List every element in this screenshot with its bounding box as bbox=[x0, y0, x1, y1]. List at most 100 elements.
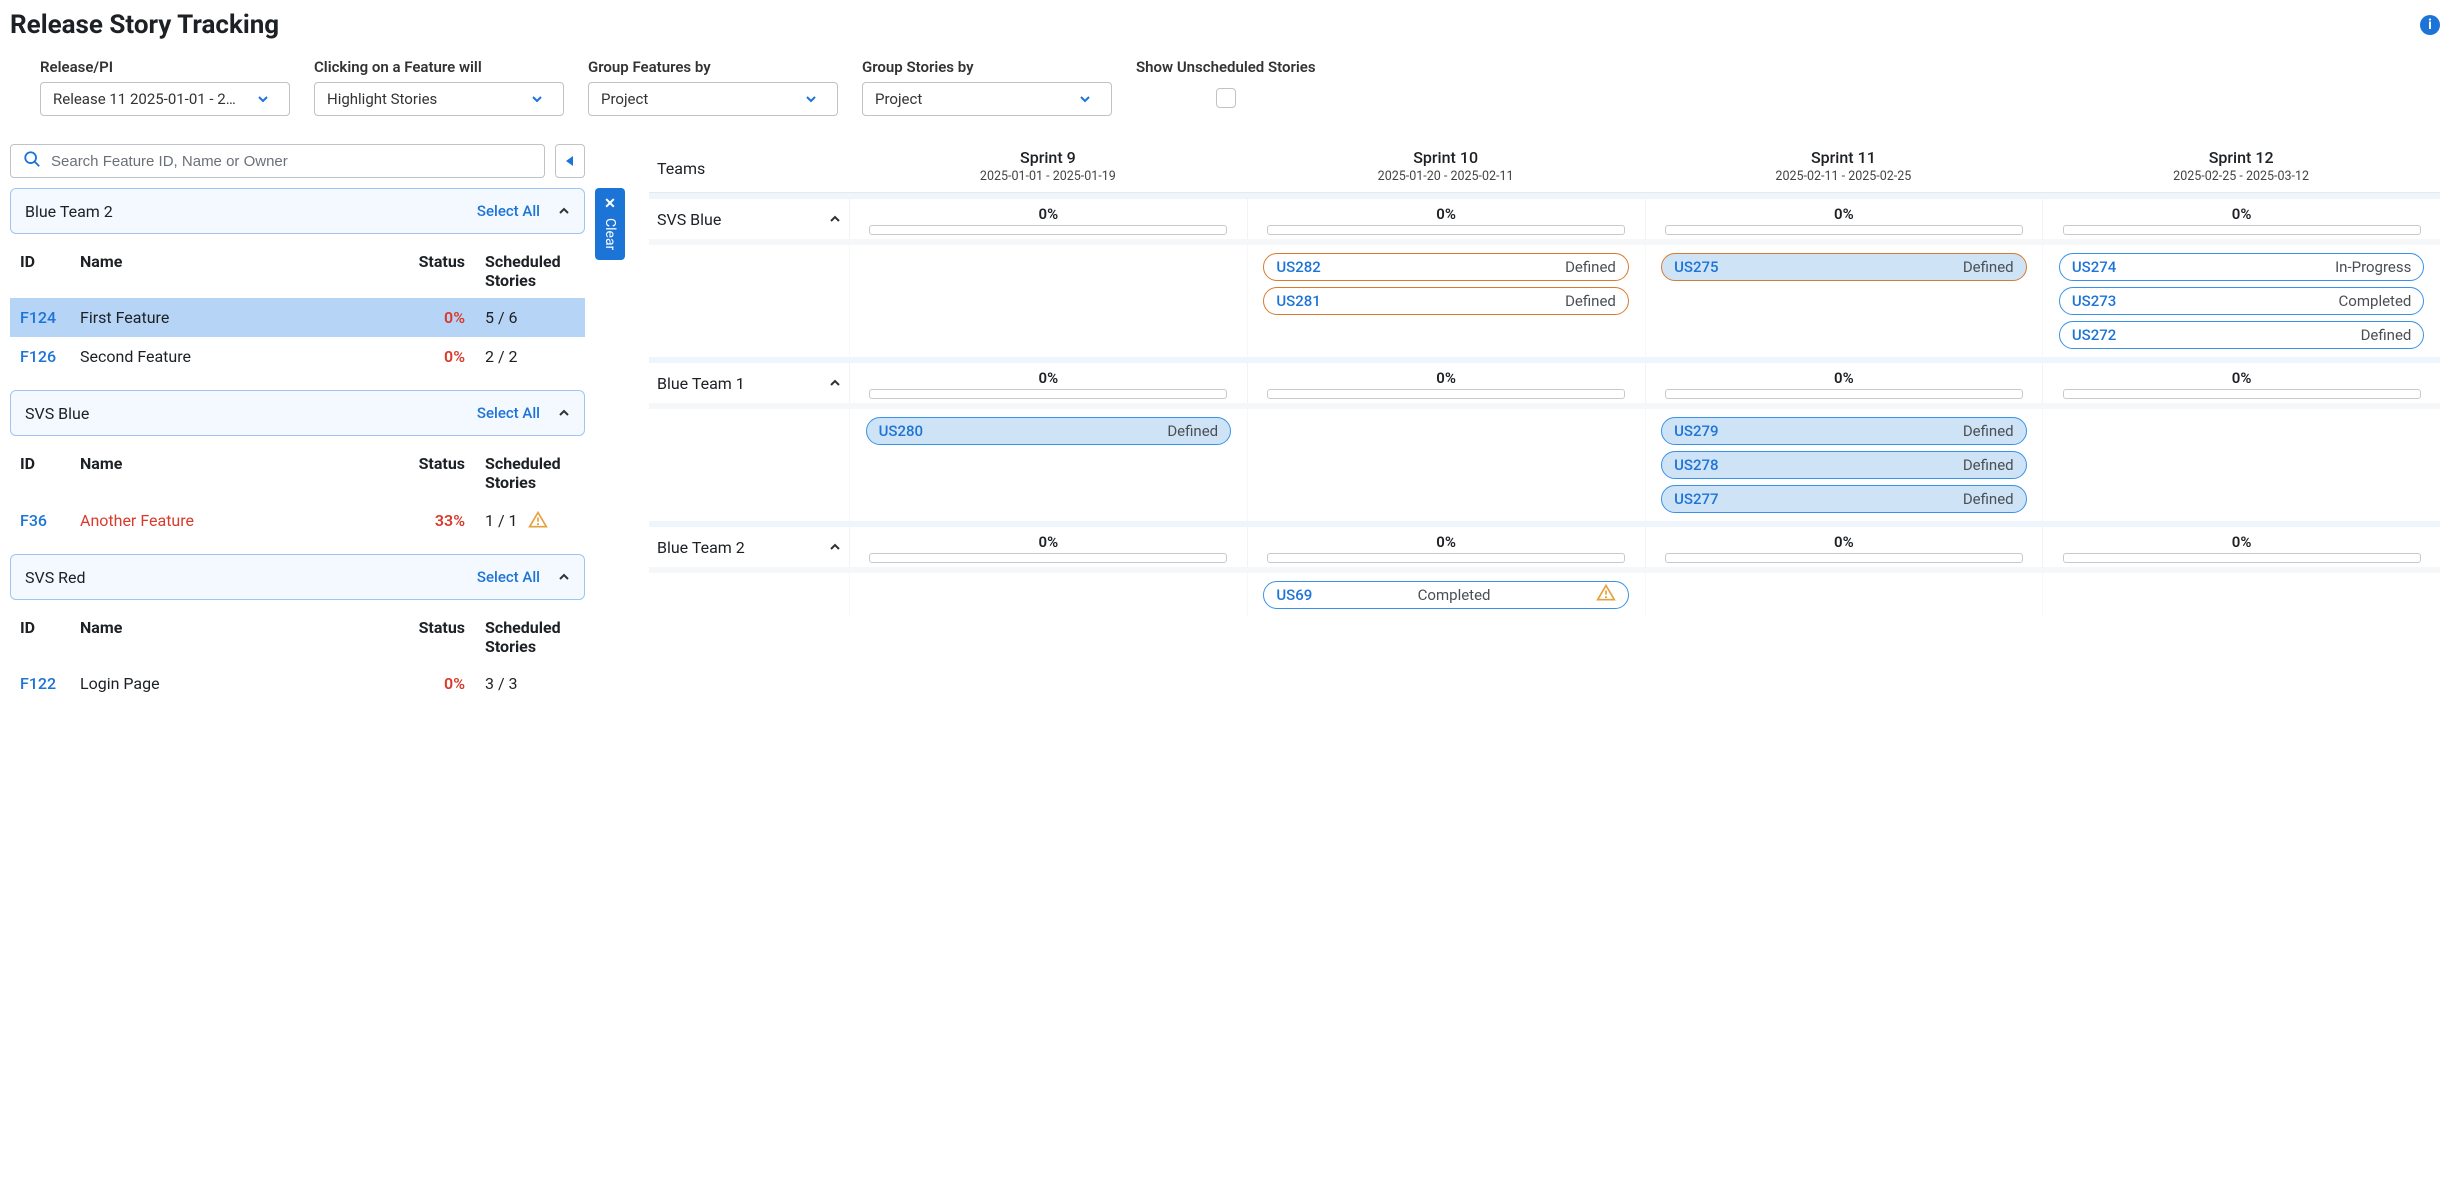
filter-label-click: Clicking on a Feature will bbox=[314, 58, 564, 76]
story-cell: US282 Defined US281 Defined bbox=[1247, 245, 1645, 357]
feature-id-link[interactable]: F124 bbox=[20, 308, 56, 327]
col-scheduled: Scheduled Stories bbox=[475, 446, 585, 500]
story-status: Defined bbox=[1963, 456, 2014, 474]
story-pill[interactable]: US278 Defined bbox=[1661, 451, 2027, 479]
story-id: US282 bbox=[1276, 258, 1320, 276]
progress-bar bbox=[1665, 389, 2023, 399]
select-all-link[interactable]: Select All bbox=[477, 568, 540, 586]
story-pill[interactable]: US282 Defined bbox=[1263, 253, 1629, 281]
feature-status: 0% bbox=[395, 337, 475, 376]
story-cell bbox=[1645, 573, 2043, 617]
feature-name: Second Feature bbox=[80, 347, 191, 366]
group-header[interactable]: SVS RedSelect All bbox=[10, 554, 585, 600]
progress-bar bbox=[869, 389, 1227, 399]
group-header[interactable]: SVS BlueSelect All bbox=[10, 390, 585, 436]
team-name: Blue Team 2 bbox=[657, 538, 745, 557]
chevron-up-icon[interactable] bbox=[829, 374, 841, 393]
story-cell: US275Defined bbox=[1645, 245, 2043, 357]
feature-id-link[interactable]: F36 bbox=[20, 511, 47, 530]
story-id: US281 bbox=[1276, 292, 1320, 310]
col-name: Name bbox=[70, 244, 395, 298]
chevron-up-icon[interactable] bbox=[558, 568, 570, 587]
story-status: Defined bbox=[1963, 422, 2014, 440]
col-status: Status bbox=[395, 446, 475, 500]
feature-row[interactable]: F124 First Feature 0% 5 / 6 bbox=[10, 298, 585, 337]
filter-bar: Release/PI Release 11 2025-01-01 - 2… Cl… bbox=[10, 58, 2440, 116]
release-select-value: Release 11 2025-01-01 - 2… bbox=[53, 90, 236, 108]
progress-cell: 0% bbox=[849, 363, 1247, 403]
group-title: Blue Team 2 bbox=[25, 202, 113, 221]
story-pill[interactable]: US279Defined bbox=[1661, 417, 2027, 445]
progress-cell: 0% bbox=[2042, 527, 2440, 567]
progress-pct: 0% bbox=[2232, 205, 2252, 223]
progress-cell: 0% bbox=[1247, 199, 1645, 239]
story-status: Defined bbox=[1963, 258, 2014, 276]
feature-name: First Feature bbox=[80, 308, 169, 327]
sprint-header: Sprint 102025-01-20 - 2025-02-11 bbox=[1247, 144, 1645, 192]
story-status: Defined bbox=[1565, 258, 1616, 276]
chevron-up-icon[interactable] bbox=[558, 404, 570, 423]
sprint-dates: 2025-02-25 - 2025-03-12 bbox=[2048, 169, 2434, 184]
story-pill[interactable]: US275Defined bbox=[1661, 253, 2027, 281]
progress-bar bbox=[1665, 225, 2023, 235]
progress-cell: 0% bbox=[2042, 363, 2440, 403]
chevron-up-icon[interactable] bbox=[829, 210, 841, 229]
group-features-value: Project bbox=[601, 90, 648, 108]
collapse-panel-button[interactable] bbox=[555, 144, 585, 178]
story-pill[interactable]: US274In-Progress bbox=[2059, 253, 2425, 281]
group-stories-select[interactable]: Project bbox=[862, 82, 1112, 116]
story-pill[interactable]: US273Completed bbox=[2059, 287, 2425, 315]
progress-pct: 0% bbox=[1436, 369, 1456, 387]
sprint-name: Sprint 11 bbox=[1651, 148, 2037, 167]
progress-pct: 0% bbox=[1436, 533, 1456, 551]
feature-status: 0% bbox=[395, 298, 475, 337]
story-id: US277 bbox=[1674, 490, 1718, 508]
story-pill[interactable]: US277 Defined bbox=[1661, 485, 2027, 513]
team-name: SVS Blue bbox=[657, 210, 721, 229]
feature-scheduled: 5 / 6 bbox=[485, 308, 518, 327]
feature-row[interactable]: F126Second Feature0%2 / 2 bbox=[10, 337, 585, 376]
story-cell: US279Defined US278 Defined US277 Defined bbox=[1645, 409, 2043, 521]
chevron-up-icon[interactable] bbox=[558, 202, 570, 221]
col-id: ID bbox=[10, 610, 70, 664]
group-header[interactable]: Blue Team 2 Select All bbox=[10, 188, 585, 234]
clear-selection-button[interactable]: ✕ Clear bbox=[595, 188, 625, 260]
info-icon[interactable]: i bbox=[2420, 15, 2440, 35]
search-input-wrap[interactable] bbox=[10, 144, 545, 178]
release-select[interactable]: Release 11 2025-01-01 - 2… bbox=[40, 82, 290, 116]
col-scheduled: Scheduled Stories bbox=[475, 610, 585, 664]
select-all-link[interactable]: Select All bbox=[477, 404, 540, 422]
story-pill[interactable]: US272Defined bbox=[2059, 321, 2425, 349]
click-action-select[interactable]: Highlight Stories bbox=[314, 82, 564, 116]
feature-id-link[interactable]: F122 bbox=[20, 674, 56, 693]
feature-row[interactable]: F122Login Page0%3 / 3 bbox=[10, 664, 585, 703]
feature-table: IDNameStatusScheduled StoriesF36Another … bbox=[10, 446, 585, 540]
story-status: Completed bbox=[1418, 586, 1491, 604]
feature-id-link[interactable]: F126 bbox=[20, 347, 56, 366]
search-input[interactable] bbox=[51, 153, 532, 170]
story-id: US278 bbox=[1674, 456, 1718, 474]
group-features-select[interactable]: Project bbox=[588, 82, 838, 116]
click-action-value: Highlight Stories bbox=[327, 90, 437, 108]
progress-cell: 0% bbox=[1645, 199, 2043, 239]
feature-row[interactable]: F36Another Feature33%1 / 1 bbox=[10, 500, 585, 540]
chevron-up-icon[interactable] bbox=[829, 538, 841, 557]
show-unscheduled-checkbox[interactable] bbox=[1216, 88, 1236, 108]
story-cell: US274In-Progress US273Completed US272Defin… bbox=[2042, 245, 2440, 357]
story-status: Defined bbox=[1565, 292, 1616, 310]
progress-pct: 0% bbox=[1039, 369, 1059, 387]
select-all-link[interactable]: Select All bbox=[477, 202, 540, 220]
story-status: Defined bbox=[1963, 490, 2014, 508]
warning-icon bbox=[1596, 583, 1616, 607]
progress-pct: 0% bbox=[1039, 533, 1059, 551]
close-icon: ✕ bbox=[604, 196, 616, 212]
col-status: Status bbox=[395, 610, 475, 664]
story-pill[interactable]: US69 Completed bbox=[1263, 581, 1629, 609]
story-pill[interactable]: US281 Defined bbox=[1263, 287, 1629, 315]
story-status: Defined bbox=[1167, 422, 1218, 440]
story-id: US69 bbox=[1276, 586, 1312, 604]
feature-status: 33% bbox=[395, 500, 475, 540]
sprint-name: Sprint 12 bbox=[2048, 148, 2434, 167]
progress-cell: 0% bbox=[1247, 363, 1645, 403]
story-pill[interactable]: US280Defined bbox=[866, 417, 1232, 445]
